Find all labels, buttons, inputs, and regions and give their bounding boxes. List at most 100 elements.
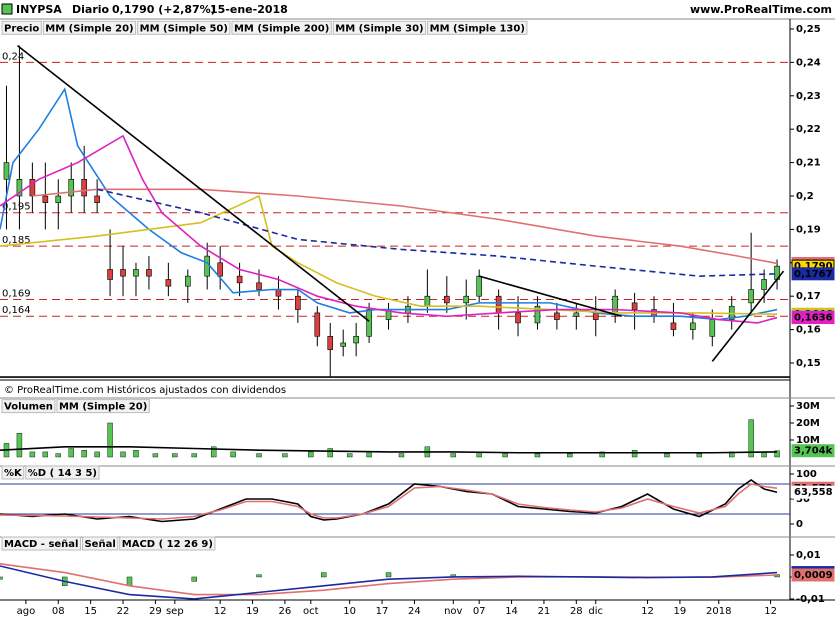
candle-body	[340, 342, 346, 347]
candle-body	[133, 269, 139, 277]
x-tick-label: 12	[641, 606, 654, 617]
candle-body	[204, 255, 211, 277]
bar	[398, 453, 405, 458]
x-tick-label: sep	[166, 606, 184, 617]
x-tick-label: 17	[376, 606, 389, 617]
y-tick-label: 20M	[796, 418, 820, 429]
bar	[191, 576, 197, 582]
trendline	[16, 45, 370, 322]
x-tick-label: 28	[570, 606, 583, 617]
candle-body	[327, 335, 334, 350]
series-line	[0, 479, 778, 523]
bar	[346, 453, 353, 458]
candle-body	[236, 275, 243, 284]
bar	[68, 448, 74, 458]
site: www.ProRealTime.com	[690, 3, 832, 16]
legend-entry: MM (Simple 20)	[59, 402, 147, 413]
y-tick-label: 0,21	[796, 158, 821, 169]
x-tick-label: 14	[505, 606, 518, 617]
legend-box	[137, 20, 231, 35]
bar	[133, 450, 139, 458]
candle-body	[424, 295, 431, 307]
candle-body	[573, 312, 580, 317]
y-tick-label: 10M	[796, 435, 820, 446]
x-tick-label: dic	[588, 606, 603, 617]
legend-box	[81, 536, 119, 551]
legend-box	[332, 20, 427, 35]
legend-box	[231, 20, 332, 35]
candle-body	[463, 295, 470, 304]
candle-body	[444, 295, 450, 304]
bar	[502, 453, 508, 458]
y-tick-label: 0,24	[796, 57, 821, 68]
bar	[126, 576, 133, 586]
bar	[191, 453, 197, 458]
legend-entry: %K	[4, 468, 23, 479]
level-label: 0,195	[2, 202, 31, 213]
price-tag-label: 0,1636	[794, 313, 833, 324]
price-tag	[791, 267, 835, 281]
price-tag-label: 0,1790	[794, 261, 833, 272]
candle-body	[631, 302, 638, 310]
bar	[308, 451, 314, 458]
date: 15-ene-2018	[210, 3, 288, 16]
y-tick-label: 100	[796, 469, 817, 480]
y-tick-label: 0,19	[796, 224, 821, 235]
bar	[321, 572, 327, 578]
candle-body	[534, 305, 541, 324]
legend-entry: MM (Simple 130)	[430, 23, 525, 34]
x-tick-label: 19	[246, 606, 259, 617]
price-tag-label: 0,0009	[794, 570, 833, 581]
price-tag-label: 3,704k	[794, 446, 833, 457]
x-tick-label: 2018	[706, 606, 731, 617]
x-tick-label: 07	[473, 606, 486, 617]
candle-body	[761, 279, 767, 290]
level-label: 0,185	[2, 235, 31, 246]
legend-entry: MM (Simple 50)	[140, 23, 228, 34]
bar	[210, 446, 217, 458]
candle-body	[690, 322, 696, 330]
price-tag	[791, 311, 835, 325]
legend-entry: %D ( 14 3 5)	[28, 468, 97, 479]
x-tick-label: 24	[408, 606, 421, 617]
level-label: 0,164	[2, 305, 31, 316]
bar	[0, 576, 3, 580]
candle-body	[217, 262, 223, 277]
legend-box	[1, 536, 81, 551]
x-tick-label: 21	[538, 606, 551, 617]
trendline	[478, 275, 622, 318]
symbol: INYPSA	[16, 3, 62, 16]
x-tick-label: 29	[149, 606, 162, 617]
y-tick-label: 50	[796, 494, 810, 505]
x-tick-label: 26	[279, 606, 292, 617]
y-tick-label: 0,15	[796, 358, 821, 369]
y-tick-label: 0,01	[796, 550, 821, 561]
x-tick-label: 12	[214, 606, 227, 617]
legend-entry: MACD - señal	[4, 539, 78, 550]
bar	[107, 422, 113, 458]
bar	[152, 453, 159, 458]
bar	[81, 450, 87, 458]
candle-body	[366, 309, 372, 337]
bar	[256, 574, 262, 578]
legend-box	[25, 465, 100, 480]
x-tick-label: nov	[444, 606, 462, 617]
series-line	[0, 565, 778, 600]
bar	[567, 453, 573, 458]
bar	[29, 451, 36, 458]
legend-entry: MM (Simple 20)	[45, 23, 133, 34]
y-tick-label: 30M	[796, 401, 820, 412]
bar	[55, 453, 61, 458]
bar	[256, 453, 262, 458]
bar	[172, 453, 178, 458]
price-tag-label: 63,558	[794, 487, 833, 498]
bar	[599, 451, 605, 458]
candle-body	[165, 279, 172, 287]
bar	[230, 451, 236, 458]
legend-entry: Señal	[84, 539, 115, 550]
x-tick-label: 08	[52, 606, 65, 617]
footnote: © ProRealTime.com Históricos ajustados c…	[4, 384, 286, 396]
bar	[631, 450, 638, 458]
legend-box	[1, 20, 42, 35]
y-tick-label: 0	[796, 519, 803, 530]
